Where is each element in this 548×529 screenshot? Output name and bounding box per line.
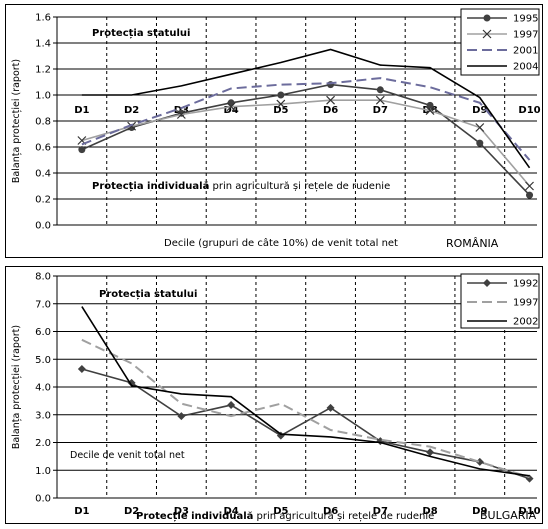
bulgaria-x-axis-label-bold: Protecție individuală [136,511,253,522]
bulgaria-series-line-1992 [81,368,530,480]
romania-category-label: D1 [74,105,89,116]
romania-series-line-2004 [81,48,531,169]
romania-legend-label-1997: 1997 [513,30,538,41]
romania-point-1997 [375,95,385,105]
bulgaria-y-axis-label: Balanța protecției (raport) [11,325,22,449]
bulgaria-ytick-label: 5.0 [35,355,51,366]
romania-ytick-label: 1.6 [35,13,51,24]
romania-y-axis-label: Balanța protecției (raport) [11,59,22,183]
bulgaria-point-1992 [475,457,484,466]
bulgaria-x-axis-label-rest: prin agricultură și rețele de rudenie [253,511,434,522]
bulgaria-series-line-2002 [81,306,530,477]
romania-point-1997 [176,110,186,119]
bulgaria-ytick-label: 4.0 [35,383,51,394]
romania-point-1997 [276,99,286,109]
romania-legend-marker-1995 [483,14,491,22]
romania-series-line-2001 [81,77,531,161]
bulgaria-annotation-decile: Decile de venit total net [70,450,185,461]
romania-point-1997 [127,121,137,131]
bulgaria-ytick-label: 8.0 [35,272,51,283]
bulgaria-category-label: D4 [223,506,238,517]
bulgaria-ytick-label: 1.0 [35,466,51,477]
bulgaria-x-axis-label: Protecție individuală prin agricultură ș… [136,511,434,522]
romania-point-1997 [425,106,435,116]
romania-category-label: D7 [373,105,388,116]
romania-category-label: D2 [124,105,139,116]
chart-bulgaria-svg: 0.0 1.0 2.0 3.0 4.0 5.0 6.0 7.0 8.0 D1 D2 D3 D4 D5 D6 D… [11,272,541,523]
romania-point-1995 [78,146,86,154]
romania-series-line-1997 [81,99,531,187]
romania-ytick-label: 0.8 [35,117,51,128]
bulgaria-series-line-1997 [81,338,530,479]
chart-bulgaria: 0.0 1.0 2.0 3.0 4.0 5.0 6.0 7.0 8.0 D1 D2 D3 D4 D5 D6 D… [5,266,543,524]
bulgaria-point-1992 [77,364,86,373]
romania-x-axis-label: Decile (grupuri de câte 10%) de venit to… [164,237,398,249]
bulgaria-category-label: D1 [74,506,89,517]
romania-legend-marker-1997 [482,29,492,39]
bulgaria-point-1992 [127,378,136,387]
romania-legend-label-2001: 2001 [513,46,538,57]
romania-point-1995 [277,91,285,99]
bulgaria-ytick-label: 6.0 [35,327,51,338]
romania-country-label: ROMÂNIA [446,237,499,250]
romania-annotation-individual-rest: prin agricultură și rețele de rudenie [209,181,390,192]
romania-ytick-label: 1.0 [35,91,51,102]
romania-point-1997 [475,123,485,132]
romania-point-1997 [525,181,534,191]
romania-point-1995 [376,86,384,94]
bulgaria-ytick-label: 2.0 [35,438,51,449]
bulgaria-category-label: D8 [422,506,437,517]
bulgaria-country-label: BULGARIA [480,509,537,522]
romania-point-1995 [476,139,484,147]
bulgaria-point-1992 [426,448,435,457]
bulgaria-category-label: D9 [472,506,487,517]
bulgaria-category-label: D5 [273,506,288,517]
bulgaria-category-label: D10 [518,506,540,517]
bulgaria-legend-marker-1992 [483,279,491,287]
bulgaria-point-1992 [227,401,236,410]
romania-ytick-label: 1.2 [35,65,51,76]
romania-annotation-individual-bold: Protecția individuală [92,181,209,192]
romania-ytick-label: 0.6 [35,143,51,154]
romania-point-1995 [227,99,235,107]
romania-category-label: D10 [518,105,540,116]
romania-ytick-label: 0.4 [35,169,51,180]
romania-point-1997 [226,102,236,112]
bulgaria-legend-label-2002: 2002 [513,317,538,328]
romania-legend-label-2004: 2004 [513,62,538,73]
bulgaria-ytick-label: 7.0 [35,299,51,310]
romania-point-1995 [426,101,434,109]
chart-romania-svg: 0.00.20.40.60.81.01.21.41.6D1D2D3D4D5D6D… [11,8,541,250]
bulgaria-point-1992 [177,412,186,421]
romania-legend [460,8,540,76]
romania-annotation-individual: Protecția individuală prin agricultură ș… [92,181,390,192]
bulgaria-category-label: D3 [174,506,189,517]
romania-point-1995 [526,191,534,199]
bulgaria-legend-label-1992: 1992 [513,279,538,290]
bulgaria-category-label: D7 [373,506,388,517]
romania-ytick-label: 1.4 [35,39,51,50]
bulgaria-ytick-label: 3.0 [35,410,51,421]
bulgaria-category-label: D2 [124,506,139,517]
romania-category-label: D9 [472,105,487,116]
chart-romania: 0.00.20.40.60.81.01.21.41.6D1D2D3D4D5D6D… [5,4,543,258]
romania-point-1997 [326,95,335,105]
romania-ytick-label: 0.2 [35,195,51,206]
bulgaria-category-label: D6 [323,506,338,517]
bulgaria-point-1992 [326,403,335,412]
bulgaria-ytick-label: 0.0 [35,494,51,505]
romania-annotation-state: Protecția statului [92,28,190,39]
romania-category-label: D4 [223,105,238,116]
romania-ytick-label: 0.0 [35,221,51,232]
romania-category-label: D6 [323,105,338,116]
bulgaria-legend-label-1997: 1997 [513,298,538,309]
bulgaria-annotation-state: Protecția statului [99,289,197,300]
romania-legend-label-1995: 1995 [513,14,538,25]
romania-category-label: D5 [273,105,288,116]
